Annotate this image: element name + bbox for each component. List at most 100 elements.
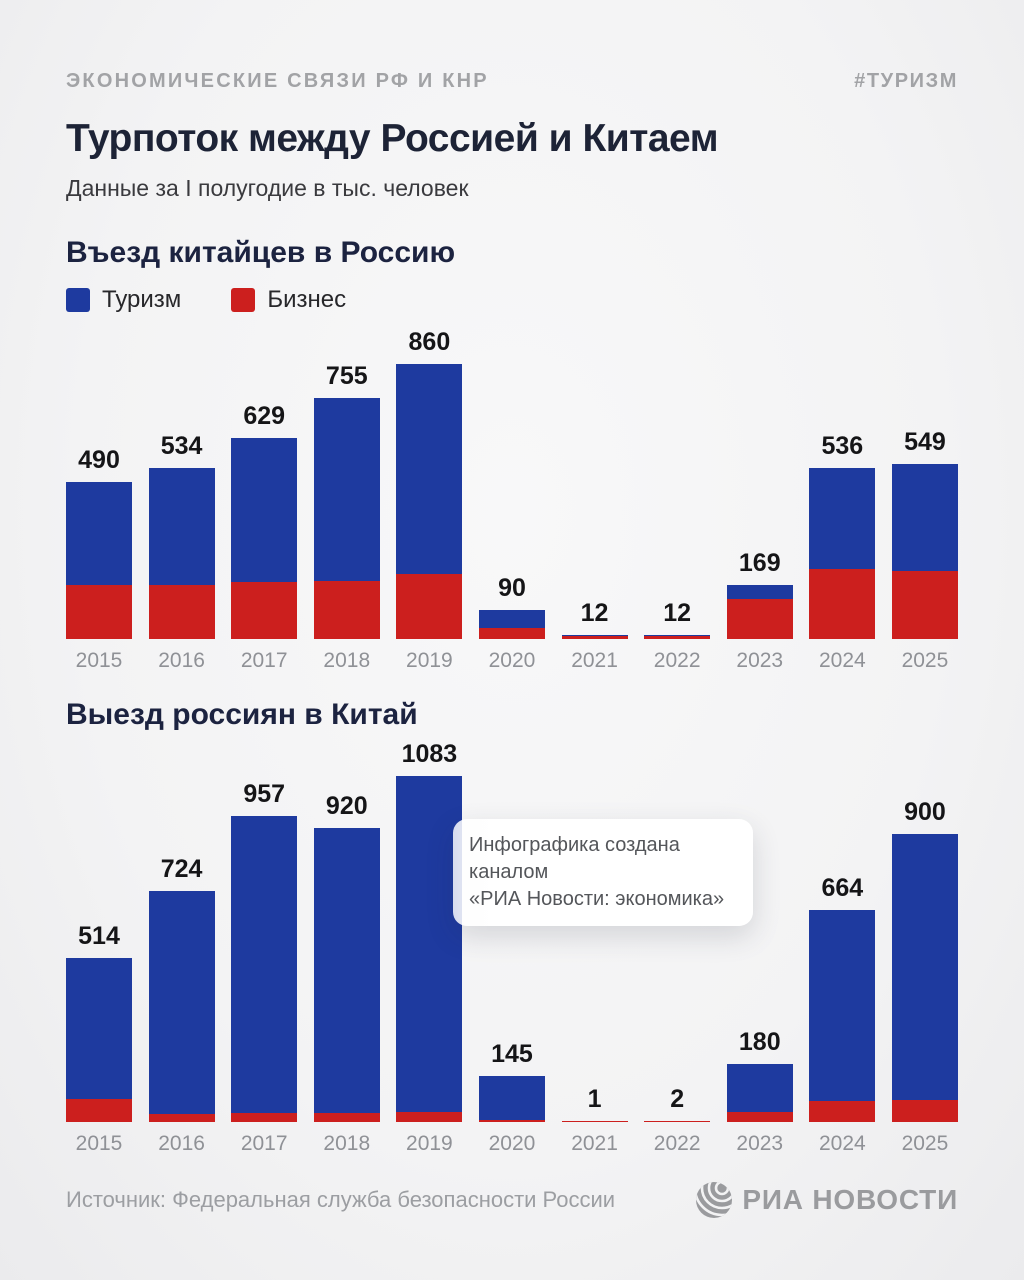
axis-label-2021: 2021 xyxy=(571,1132,618,1155)
bar-2025 xyxy=(891,464,958,639)
chart-outbound-russia-to-china: 514 2015 724 2016 957 2017 920 2018 1083 2019 145 2… xyxy=(66,740,958,1157)
bar-2016 xyxy=(148,468,215,639)
bar-group-2021: 12 2021 xyxy=(561,599,628,674)
bar-value-label-2016: 534 xyxy=(160,432,203,460)
bar-value-label-2023: 169 xyxy=(738,549,781,577)
bar-value-label-2024: 664 xyxy=(821,874,864,902)
bar-segment-business xyxy=(396,574,463,639)
bar-group-2017: 957 2017 xyxy=(231,780,298,1157)
axis-label-2023: 2023 xyxy=(736,649,784,672)
axis-label-2024: 2024 xyxy=(818,1132,866,1155)
bar-group-2018: 755 2018 xyxy=(313,362,380,674)
bar-2015 xyxy=(66,482,132,639)
chart-legend: Туризм Бизнес xyxy=(66,286,958,314)
bar-segment-tourism xyxy=(313,398,380,581)
bar-value-label-2018: 755 xyxy=(325,362,368,390)
bar-segment-business xyxy=(148,585,215,639)
bar-group-2016: 724 2016 xyxy=(148,855,215,1157)
globe-icon xyxy=(696,1182,733,1218)
bar-2022 xyxy=(644,1121,711,1122)
ria-novosti-logo: РИА НОВОСТИ xyxy=(695,1181,958,1219)
bar-segment-business xyxy=(313,581,380,639)
bar-value-label-2025: 900 xyxy=(904,798,946,826)
axis-label-2022: 2022 xyxy=(653,649,701,672)
section-title-outbound: Выезд россиян в Китай xyxy=(66,698,418,731)
legend-label-business: Бизнес xyxy=(267,286,347,313)
bar-2017 xyxy=(231,438,298,639)
bar-group-2020: 145 2020 xyxy=(478,1040,545,1157)
bar-2025 xyxy=(891,834,958,1122)
bar-segment-business xyxy=(231,1113,298,1122)
bar-group-2025: 549 2025 xyxy=(891,428,958,674)
bar-group-2024: 664 2024 xyxy=(809,874,876,1157)
section-title-inbound: Въезд китайцев в Россию xyxy=(66,236,456,269)
bar-group-2024: 536 2024 xyxy=(809,432,876,674)
bar-group-2016: 534 2016 xyxy=(148,432,215,674)
bar-group-2021: 1 2021 xyxy=(561,1085,628,1157)
bar-segment-business xyxy=(66,1099,132,1122)
bar-segment-business xyxy=(644,636,711,639)
bar-value-label-2023: 180 xyxy=(738,1028,781,1056)
bar-segment-tourism xyxy=(891,464,958,571)
bar-2021 xyxy=(561,635,628,639)
bar-segment-tourism xyxy=(726,585,793,599)
bar-group-2023: 180 2023 xyxy=(726,1028,793,1157)
bar-value-label-2021: 1 xyxy=(587,1085,602,1113)
bar-segment-tourism xyxy=(478,1076,545,1120)
bar-value-label-2024: 536 xyxy=(821,432,864,460)
axis-label-2016: 2016 xyxy=(158,1132,205,1155)
bar-segment-business xyxy=(478,1120,545,1122)
bar-segment-tourism xyxy=(726,1064,793,1112)
logo-text: РИА НОВОСТИ xyxy=(742,1184,958,1215)
axis-label-2022: 2022 xyxy=(653,1132,701,1155)
bar-segment-business xyxy=(726,1112,793,1122)
bar-value-label-2016: 724 xyxy=(160,855,203,883)
axis-label-2018: 2018 xyxy=(323,649,371,672)
bar-value-label-2021: 12 xyxy=(580,599,609,627)
axis-label-2017: 2017 xyxy=(240,1132,288,1155)
legend-label-tourism: Туризм xyxy=(102,286,182,313)
bar-group-2018: 920 2018 xyxy=(313,792,380,1157)
axis-label-2021: 2021 xyxy=(571,649,618,672)
axis-label-2015: 2015 xyxy=(75,1132,123,1155)
bar-segment-business xyxy=(891,1100,958,1122)
bar-value-label-2020: 90 xyxy=(498,574,526,602)
bar-segment-tourism xyxy=(313,828,380,1113)
source-text: Источник: Федеральная служба безопасност… xyxy=(66,1187,616,1212)
bar-2017 xyxy=(231,816,298,1122)
bar-2020 xyxy=(478,610,545,639)
bar-2021 xyxy=(561,1121,628,1122)
header-row: ЭКОНОМИЧЕСКИЕ СВЯЗИ РФ И КНР #ТУРИЗМ xyxy=(66,70,958,93)
bar-segment-business xyxy=(148,1114,215,1122)
bar-segment-tourism xyxy=(396,776,463,1112)
bar-group-2023: 169 2023 xyxy=(726,549,793,674)
kicker-text: ЭКОНОМИЧЕСКИЕ СВЯЗИ РФ И КНР xyxy=(66,70,489,92)
bar-value-label-2015: 514 xyxy=(78,922,120,950)
bar-segment-business xyxy=(66,585,132,639)
axis-label-2017: 2017 xyxy=(240,649,288,672)
legend-swatch-business xyxy=(231,288,256,312)
bar-2023 xyxy=(726,585,793,639)
bar-2020 xyxy=(478,1076,545,1122)
bar-2024 xyxy=(809,468,876,639)
bar-2024 xyxy=(809,910,876,1122)
axis-label-2025: 2025 xyxy=(901,649,949,672)
axis-label-2024: 2024 xyxy=(818,649,866,672)
attribution-tooltip: Инфографика создана каналом «РИА Новости… xyxy=(453,819,753,926)
page-subtitle: Данные за I полугодие в тыс. человек xyxy=(66,175,469,201)
bar-segment-tourism xyxy=(891,834,958,1100)
bar-segment-business xyxy=(809,569,876,639)
axis-label-2016: 2016 xyxy=(158,649,205,672)
bar-value-label-2022: 2 xyxy=(670,1085,685,1113)
bar-2023 xyxy=(726,1064,793,1122)
bar-2018 xyxy=(313,828,380,1122)
bar-value-label-2018: 920 xyxy=(325,792,368,820)
tooltip-line2: «РИА Новости: экономика» xyxy=(469,888,725,910)
bar-2016 xyxy=(148,891,215,1122)
bar-segment-tourism xyxy=(148,468,215,585)
bar-group-2019: 1083 2019 xyxy=(396,740,463,1157)
page-title: Турпоток между Россией и Китаем xyxy=(66,117,719,160)
bar-segment-tourism xyxy=(231,438,298,582)
bar-2022 xyxy=(644,635,711,639)
